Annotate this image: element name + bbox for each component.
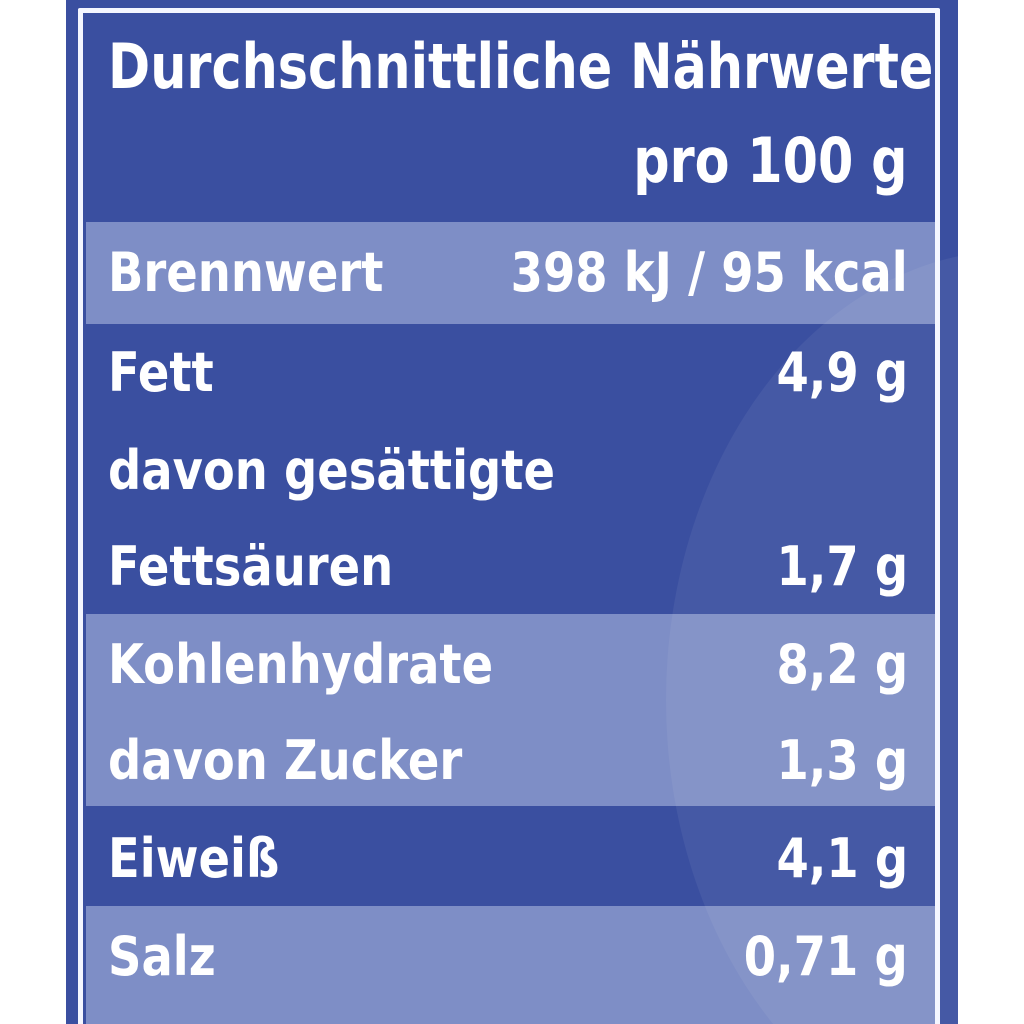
row-label-brennwert: Brennwert	[108, 241, 384, 304]
row-value-eiweiss: 4,1 g	[776, 827, 908, 890]
nutrition-panel: Durchschnittliche Nährwerte pro 100 g Br…	[66, 0, 958, 1024]
table-subtitle: pro 100 g	[633, 124, 908, 197]
row-band-kohlenhydrate	[86, 614, 938, 806]
row-label-eiweiss: Eiweiß	[108, 827, 280, 890]
row-value-kohlenhydrate: 8,2 g	[776, 633, 908, 696]
table-title: Durchschnittliche Nährwerte	[108, 30, 934, 103]
row-label-fett: Fett	[108, 341, 214, 404]
row-label-gesaettigte: davon gesättigte	[108, 439, 555, 502]
row-value-fett: 4,9 g	[776, 341, 908, 404]
row-value-brennwert: 398 kJ / 95 kcal	[510, 241, 908, 304]
row-value-fettsaeuren: 1,7 g	[776, 535, 908, 598]
row-label-salz: Salz	[108, 925, 216, 988]
row-label-kohlenhydrate: Kohlenhydrate	[108, 633, 494, 696]
row-value-salz: 0,71 g	[744, 925, 908, 988]
row-band-brennwert	[86, 222, 938, 324]
row-label-zucker: davon Zucker	[108, 729, 463, 792]
row-label-fettsaeuren: Fettsäuren	[108, 535, 394, 598]
row-band-salz	[86, 906, 938, 1024]
row-value-zucker: 1,3 g	[776, 729, 908, 792]
